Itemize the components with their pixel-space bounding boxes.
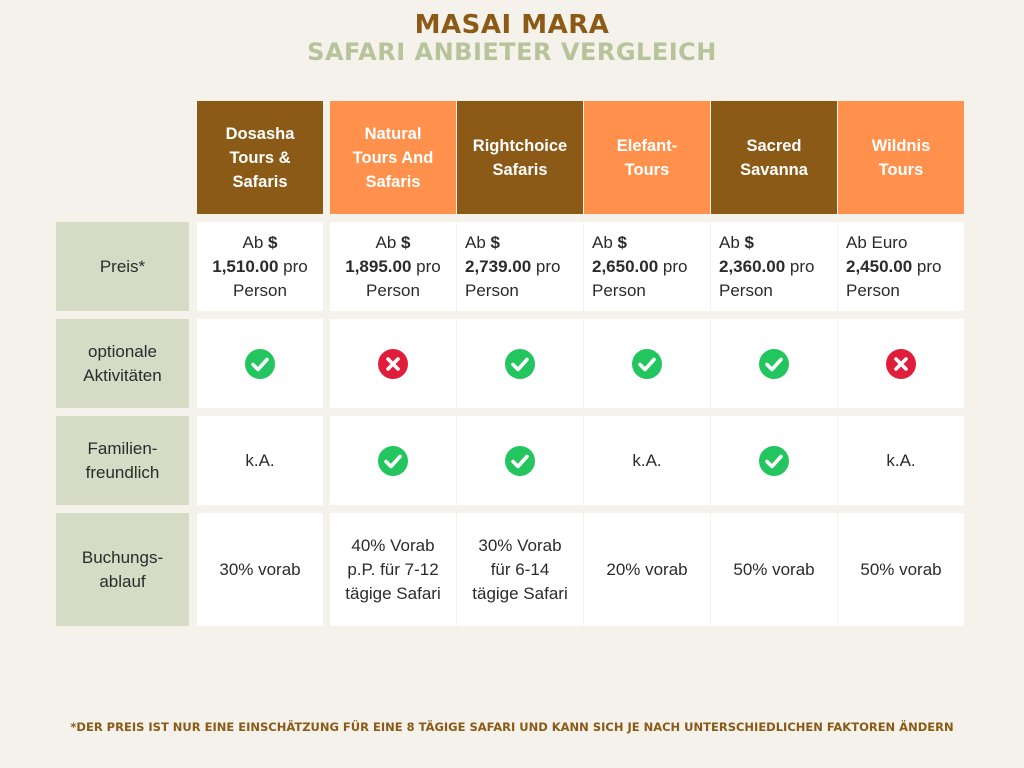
provider-header: Dosasha Tours & Safaris bbox=[197, 101, 323, 214]
row-label-text: Familien-freundlich bbox=[85, 438, 160, 482]
x-circle-icon bbox=[378, 348, 408, 379]
price-cell: Ab $1,510.00 pro Person bbox=[197, 222, 323, 311]
provider-header: Wildnis Tours bbox=[838, 101, 964, 214]
footnote: *DER PREIS IST NUR EINE EINSCHÄTZUNG FÜR… bbox=[70, 720, 954, 734]
price-cell: Ab $1,895.00 pro Person bbox=[330, 222, 456, 311]
family-friendly-text: k.A. bbox=[886, 450, 916, 470]
optional-activities-cell bbox=[838, 319, 964, 408]
family-friendly-cell bbox=[711, 416, 837, 505]
family-friendly-text: k.A. bbox=[632, 450, 662, 470]
price-value: 2,650.00 bbox=[592, 256, 659, 276]
provider-header: Sacred Savanna bbox=[711, 101, 837, 214]
booking-text: 30% Vorab für 6-14 tägige Safari bbox=[472, 535, 568, 603]
family-friendly-cell: k.A. bbox=[197, 416, 323, 505]
check-circle-icon bbox=[378, 445, 408, 476]
optional-activities-cell bbox=[584, 319, 710, 408]
booking-text: 50% vorab bbox=[860, 559, 942, 579]
family-friendly-text: k.A. bbox=[245, 450, 275, 470]
provider-name: Natural Tours And Safaris bbox=[352, 124, 434, 191]
booking-cell: 50% vorab bbox=[838, 513, 964, 626]
booking-cell: 30% vorab bbox=[197, 513, 323, 626]
row-label: Buchungs-ablauf bbox=[56, 513, 189, 626]
price-text: Ab $2,650.00 pro Person bbox=[592, 232, 688, 300]
provider-name: Elefant- Tours bbox=[616, 136, 678, 179]
price-cell: Ab $2,650.00 pro Person bbox=[584, 222, 710, 311]
price-text: Ab $1,510.00 pro Person bbox=[212, 232, 308, 300]
booking-text: 20% vorab bbox=[606, 559, 688, 579]
family-friendly-cell: k.A. bbox=[838, 416, 964, 505]
price-text: Ab $2,739.00 pro Person bbox=[465, 232, 561, 300]
provider-name: Rightchoice Safaris bbox=[472, 136, 568, 179]
price-text: Ab Euro 2,450.00 pro Person bbox=[846, 232, 942, 300]
price-text: Ab $2,360.00 pro Person bbox=[719, 232, 815, 300]
check-circle-icon bbox=[759, 445, 789, 476]
family-friendly-cell bbox=[457, 416, 583, 505]
row-label: Familien-freundlich bbox=[56, 416, 189, 505]
check-circle-icon bbox=[505, 445, 535, 476]
page-title: MASAI MARA bbox=[414, 10, 610, 40]
row-label: Preis* bbox=[56, 222, 189, 311]
booking-text: 40% Vorab p.P. für 7-12 tägige Safari bbox=[345, 535, 441, 603]
booking-cell: 20% vorab bbox=[584, 513, 710, 626]
price-cell: Ab $2,360.00 pro Person bbox=[711, 222, 837, 311]
family-friendly-cell bbox=[330, 416, 456, 505]
booking-text: 50% vorab bbox=[733, 559, 815, 579]
provider-header: Rightchoice Safaris bbox=[457, 101, 583, 214]
provider-header: Natural Tours And Safaris bbox=[330, 101, 456, 214]
check-circle-icon bbox=[759, 348, 789, 379]
price-value: 1,510.00 bbox=[212, 256, 279, 276]
optional-activities-cell bbox=[330, 319, 456, 408]
x-circle-icon bbox=[886, 348, 916, 379]
price-cell: Ab Euro 2,450.00 pro Person bbox=[838, 222, 964, 311]
booking-cell: 40% Vorab p.P. für 7-12 tägige Safari bbox=[330, 513, 456, 626]
optional-activities-cell bbox=[711, 319, 837, 408]
row-label: optionale Aktivitäten bbox=[56, 319, 189, 408]
provider-name: Wildnis Tours bbox=[871, 136, 931, 179]
optional-activities-cell bbox=[197, 319, 323, 408]
booking-cell: 50% vorab bbox=[711, 513, 837, 626]
row-label-text: Preis* bbox=[99, 256, 146, 276]
family-friendly-cell: k.A. bbox=[584, 416, 710, 505]
row-label-text: Buchungs-ablauf bbox=[81, 547, 164, 591]
price-value: 2,450.00 bbox=[846, 256, 913, 276]
provider-name: Dosasha Tours & Safaris bbox=[225, 124, 295, 191]
booking-cell: 30% Vorab für 6-14 tägige Safari bbox=[457, 513, 583, 626]
price-cell: Ab $2,739.00 pro Person bbox=[457, 222, 583, 311]
booking-text: 30% vorab bbox=[219, 559, 301, 579]
check-circle-icon bbox=[505, 348, 535, 379]
price-text: Ab $1,895.00 pro Person bbox=[345, 232, 441, 300]
check-circle-icon bbox=[632, 348, 662, 379]
check-circle-icon bbox=[245, 348, 275, 379]
price-value: 2,739.00 bbox=[465, 256, 532, 276]
provider-header: Elefant- Tours bbox=[584, 101, 710, 214]
optional-activities-cell bbox=[457, 319, 583, 408]
price-value: 2,360.00 bbox=[719, 256, 786, 276]
row-label-text: optionale Aktivitäten bbox=[83, 341, 162, 385]
price-value: 1,895.00 bbox=[345, 256, 412, 276]
provider-name: Sacred Savanna bbox=[740, 136, 808, 179]
page-subtitle: SAFARI ANBIETER VERGLEICH bbox=[307, 38, 717, 66]
